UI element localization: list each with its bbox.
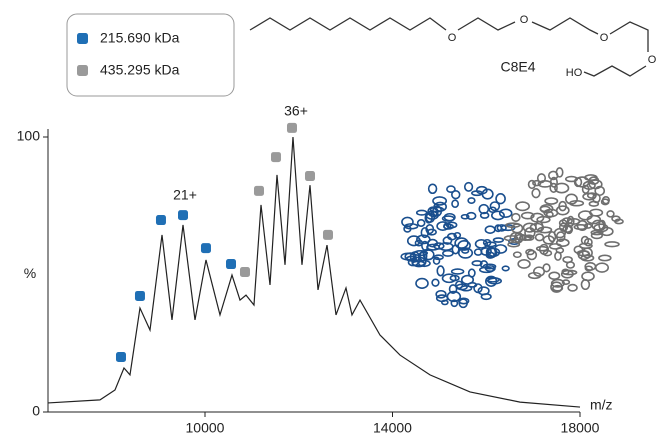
charge-state-marker (323, 230, 333, 240)
y-tick-label: 0 (32, 403, 40, 419)
y-axis-label: % (24, 265, 36, 281)
helix (418, 220, 425, 226)
legend-box (67, 14, 234, 96)
x-axis-label: m/z (590, 397, 613, 413)
helix (502, 266, 509, 270)
helix (605, 242, 619, 247)
helix (514, 252, 521, 257)
protein-structure (401, 168, 623, 307)
charge-state-marker (156, 215, 166, 225)
helix (532, 189, 540, 198)
helix (549, 272, 559, 279)
helix (563, 270, 577, 274)
atom-label: O (520, 14, 529, 26)
helix (543, 264, 550, 272)
helix (566, 194, 577, 204)
helix (582, 272, 594, 280)
helix (492, 211, 504, 219)
x-tick-label: 14000 (373, 420, 412, 436)
ether-chain (458, 18, 515, 30)
helix (607, 211, 614, 217)
helix (417, 210, 427, 215)
helix (429, 184, 437, 193)
atom-label: O (448, 32, 457, 44)
legend-swatch (77, 33, 88, 44)
charge-state-marker (201, 243, 211, 253)
charge-annotation: 36+ (284, 103, 308, 119)
charge-state-marker (271, 152, 281, 162)
legend-label: 435.295 kDa (100, 62, 180, 78)
helix (443, 274, 456, 282)
helix (432, 279, 439, 286)
molecule-name: C8E4 (500, 59, 535, 75)
helix (443, 251, 453, 256)
atom-label: O (600, 32, 609, 44)
charge-annotation: 21+ (173, 187, 197, 203)
charge-state-marker (116, 352, 126, 362)
ether-chain (532, 18, 598, 34)
helix (434, 257, 440, 264)
helix (512, 224, 523, 233)
helix (516, 202, 529, 210)
x-tick-label: 10000 (186, 420, 225, 436)
helix (536, 234, 544, 241)
y-tick-label: 100 (17, 128, 41, 144)
helix (469, 269, 475, 277)
helix (596, 263, 608, 272)
helix (452, 191, 460, 199)
helix (452, 269, 464, 274)
atom-label: O (648, 54, 657, 66)
charge-state-marker (226, 259, 236, 269)
helix (494, 238, 504, 242)
helix (485, 226, 495, 233)
helix (567, 262, 575, 268)
helix (416, 279, 428, 289)
ether-chain (610, 22, 648, 52)
helix (452, 200, 458, 207)
helix (599, 255, 611, 260)
helix (465, 183, 473, 191)
helix (579, 211, 592, 220)
helix (581, 280, 589, 289)
charge-state-marker (178, 210, 188, 220)
helix (468, 198, 475, 203)
charge-state-marker (287, 123, 297, 133)
helix (537, 247, 548, 251)
helix (545, 198, 557, 204)
helix (512, 214, 520, 222)
helix (455, 238, 468, 248)
charge-state-marker (305, 171, 315, 181)
helix (500, 209, 512, 217)
helix (568, 285, 577, 291)
ether-chain (584, 66, 646, 76)
helix (518, 260, 530, 268)
x-tick-label: 18000 (561, 420, 600, 436)
charge-state-marker (254, 186, 264, 196)
helix (490, 202, 499, 210)
legend-swatch (77, 65, 88, 76)
helix (556, 168, 562, 177)
helix (442, 300, 448, 304)
charge-state-marker (135, 291, 145, 301)
atom-label: HO (566, 67, 583, 79)
legend-label: 215.690 kDa (100, 30, 180, 46)
helix (589, 202, 598, 207)
figure: O O O HO O C8E4 0 100 10000 14000 18000 m/z% 2… (0, 0, 658, 437)
charge-state-marker (240, 267, 250, 277)
helix (437, 266, 444, 276)
alkyl-chain (250, 18, 446, 30)
